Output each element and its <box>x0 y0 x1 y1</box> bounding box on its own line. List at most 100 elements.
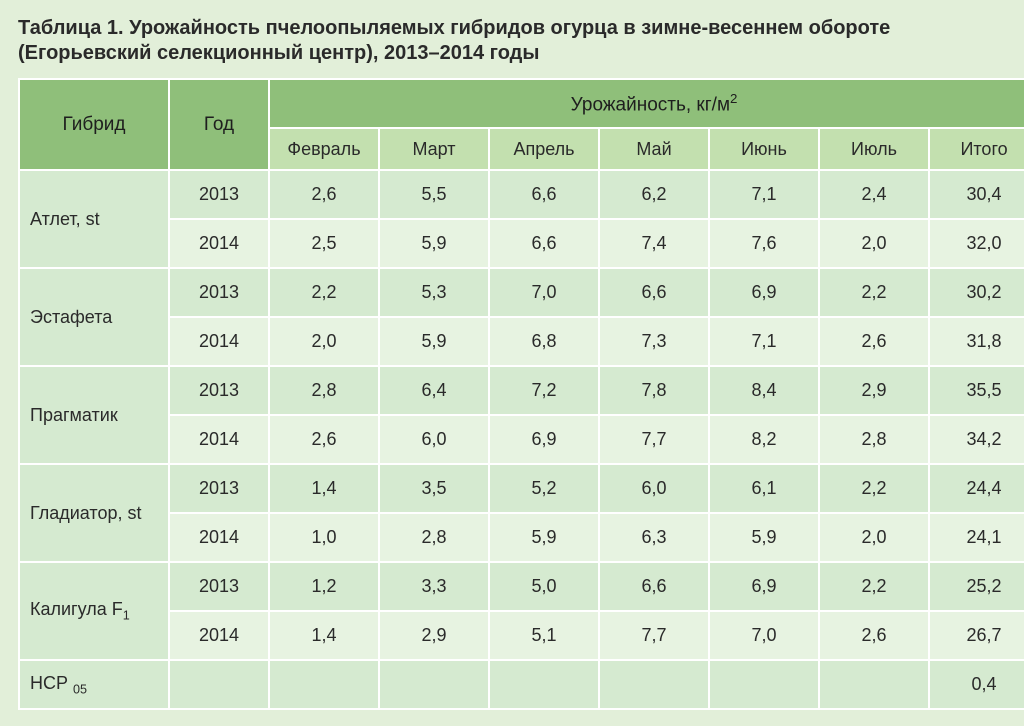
empty-cell <box>819 660 929 709</box>
value-cell: 7,0 <box>489 268 599 317</box>
table-row-nsr: НСР 05 0,4 <box>19 660 1024 709</box>
value-cell: 2,4 <box>819 170 929 219</box>
value-cell: 30,4 <box>929 170 1024 219</box>
table-row: Эстафета20132,25,37,06,66,92,230,2 <box>19 268 1024 317</box>
empty-cell <box>379 660 489 709</box>
value-cell: 2,6 <box>819 317 929 366</box>
value-cell: 5,9 <box>709 513 819 562</box>
value-cell: 24,4 <box>929 464 1024 513</box>
col-header-hybrid: Гибрид <box>19 79 169 170</box>
table-row: 20141,42,95,17,77,02,626,7 <box>19 611 1024 660</box>
title-line-2: (Егорьевский селекционный центр), 2013–2… <box>18 42 539 64</box>
table-caption: Таблица 1. Урожайность пчелоопыляемых ги… <box>18 16 1006 66</box>
value-cell: 5,1 <box>489 611 599 660</box>
value-cell: 6,9 <box>489 415 599 464</box>
value-cell: 2,0 <box>269 317 379 366</box>
value-cell: 6,2 <box>599 170 709 219</box>
col-header-mar: Март <box>379 128 489 170</box>
value-cell: 6,8 <box>489 317 599 366</box>
value-cell: 2,0 <box>819 513 929 562</box>
col-header-feb: Февраль <box>269 128 379 170</box>
value-cell: 2,5 <box>269 219 379 268</box>
value-cell: 6,1 <box>709 464 819 513</box>
value-cell: 2,6 <box>269 415 379 464</box>
table-row: 20141,02,85,96,35,92,024,1 <box>19 513 1024 562</box>
value-cell: 6,9 <box>709 268 819 317</box>
year-cell: 2013 <box>169 268 269 317</box>
value-cell: 2,2 <box>269 268 379 317</box>
table-row: 20142,55,96,67,47,62,032,0 <box>19 219 1024 268</box>
col-header-jul: Июль <box>819 128 929 170</box>
value-cell: 6,6 <box>599 562 709 611</box>
value-cell: 24,1 <box>929 513 1024 562</box>
nsr-total-cell: 0,4 <box>929 660 1024 709</box>
value-cell: 26,7 <box>929 611 1024 660</box>
value-cell: 2,0 <box>819 219 929 268</box>
value-cell: 2,8 <box>269 366 379 415</box>
year-cell: 2013 <box>169 170 269 219</box>
col-header-may: Май <box>599 128 709 170</box>
table-row: Атлет, st20132,65,56,66,27,12,430,4 <box>19 170 1024 219</box>
col-header-jun: Июнь <box>709 128 819 170</box>
value-cell: 8,4 <box>709 366 819 415</box>
yield-label-sup: 2 <box>730 91 737 106</box>
empty-cell <box>709 660 819 709</box>
value-cell: 7,4 <box>599 219 709 268</box>
value-cell: 6,6 <box>599 268 709 317</box>
year-cell: 2014 <box>169 513 269 562</box>
hybrid-name-cell: Гладиатор, st <box>19 464 169 562</box>
table-row: Гладиатор, st20131,43,55,26,06,12,224,4 <box>19 464 1024 513</box>
col-header-year: Год <box>169 79 269 170</box>
value-cell: 2,6 <box>269 170 379 219</box>
value-cell: 1,4 <box>269 611 379 660</box>
value-cell: 2,9 <box>819 366 929 415</box>
year-cell: 2014 <box>169 611 269 660</box>
value-cell: 5,3 <box>379 268 489 317</box>
value-cell: 7,1 <box>709 170 819 219</box>
value-cell: 7,6 <box>709 219 819 268</box>
table-row: Калигула F120131,23,35,06,66,92,225,2 <box>19 562 1024 611</box>
value-cell: 1,4 <box>269 464 379 513</box>
value-cell: 7,8 <box>599 366 709 415</box>
title-line-1: Таблица 1. Урожайность пчелоопыляемых ги… <box>18 17 890 39</box>
value-cell: 5,9 <box>379 219 489 268</box>
value-cell: 5,0 <box>489 562 599 611</box>
value-cell: 5,9 <box>379 317 489 366</box>
value-cell: 34,2 <box>929 415 1024 464</box>
value-cell: 35,5 <box>929 366 1024 415</box>
empty-cell <box>169 660 269 709</box>
nsr-label-cell: НСР 05 <box>19 660 169 709</box>
value-cell: 7,7 <box>599 611 709 660</box>
empty-cell <box>269 660 379 709</box>
year-cell: 2013 <box>169 562 269 611</box>
value-cell: 6,6 <box>489 170 599 219</box>
col-header-apr: Апрель <box>489 128 599 170</box>
value-cell: 7,1 <box>709 317 819 366</box>
value-cell: 2,2 <box>819 268 929 317</box>
hybrid-name-cell: Атлет, st <box>19 170 169 268</box>
col-header-total: Итого <box>929 128 1024 170</box>
value-cell: 7,0 <box>709 611 819 660</box>
value-cell: 6,3 <box>599 513 709 562</box>
empty-cell <box>489 660 599 709</box>
value-cell: 7,3 <box>599 317 709 366</box>
value-cell: 2,2 <box>819 562 929 611</box>
value-cell: 2,2 <box>819 464 929 513</box>
value-cell: 6,6 <box>489 219 599 268</box>
value-cell: 7,2 <box>489 366 599 415</box>
value-cell: 25,2 <box>929 562 1024 611</box>
empty-cell <box>599 660 709 709</box>
value-cell: 3,3 <box>379 562 489 611</box>
hybrid-name-cell: Прагматик <box>19 366 169 464</box>
value-cell: 31,8 <box>929 317 1024 366</box>
hybrid-name-cell: Калигула F1 <box>19 562 169 660</box>
value-cell: 2,8 <box>819 415 929 464</box>
value-cell: 2,8 <box>379 513 489 562</box>
value-cell: 8,2 <box>709 415 819 464</box>
value-cell: 30,2 <box>929 268 1024 317</box>
page-container: Таблица 1. Урожайность пчелоопыляемых ги… <box>0 0 1024 726</box>
table-body: Атлет, st20132,65,56,66,27,12,430,420142… <box>19 170 1024 709</box>
value-cell: 5,9 <box>489 513 599 562</box>
col-header-yield: Урожайность, кг/м2 <box>269 79 1024 128</box>
year-cell: 2013 <box>169 464 269 513</box>
